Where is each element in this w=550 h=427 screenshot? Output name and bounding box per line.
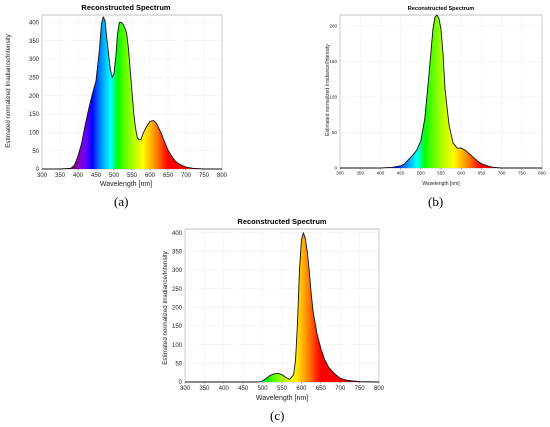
y-tick-label: 300: [29, 57, 40, 63]
chart-c-xticks: 300 350 400 450 500 550 600 650 700 750 800: [180, 382, 385, 392]
y-tick-label: 0: [36, 167, 40, 173]
x-tick-label: 550: [127, 173, 138, 179]
y-tick-label: 0: [334, 166, 337, 171]
x-tick-label: 650: [478, 171, 486, 176]
x-tick-label: 450: [397, 171, 405, 176]
y-tick-label: 50: [332, 130, 338, 135]
x-tick-label: 350: [199, 386, 210, 392]
panel-label-c: (c): [270, 408, 285, 423]
x-tick-label: 450: [238, 386, 249, 392]
chart-b-title: Reconstructed Spectrum: [408, 6, 475, 12]
chart-a-ylabel: Estimated normalized Irradiance/Intensit…: [5, 33, 12, 147]
y-tick-label: 200: [329, 23, 337, 28]
x-tick-label: 500: [417, 171, 425, 176]
spectrum-line: [340, 14, 542, 169]
x-tick-label: 650: [316, 386, 327, 392]
chart-panel-c: Reconstructed Spectrum 300 350 400 450 500 55…: [162, 217, 385, 402]
y-tick-label: 250: [172, 287, 183, 293]
panel-label-a: (a): [114, 194, 129, 209]
y-tick-label: 350: [29, 39, 40, 45]
chart-b-yticks: 0 50 100 150 200: [329, 23, 337, 170]
y-tick-label: 250: [29, 75, 40, 81]
x-tick-label: 350: [356, 171, 364, 176]
x-tick-label: 600: [296, 386, 307, 392]
chart-a-area: [42, 16, 222, 170]
y-tick-label: 400: [172, 231, 183, 237]
x-tick-label: 300: [37, 173, 48, 179]
chart-a-yticks: 0 50 100 150 200 250 300 350 400: [29, 20, 40, 173]
chart-a-title: Reconstructed Spectrum: [81, 3, 171, 12]
spectrum-line: [185, 232, 380, 383]
y-tick-label: 100: [172, 343, 183, 349]
x-tick-label: 500: [109, 173, 120, 179]
y-tick-label: 200: [172, 305, 183, 311]
x-tick-label: 700: [498, 171, 506, 176]
chart-c-title: Reconstructed Spectrum: [237, 217, 327, 226]
x-tick-label: 350: [55, 173, 66, 179]
x-tick-label: 550: [277, 386, 288, 392]
panel-label-b: (b): [428, 194, 444, 209]
chart-c-area: [185, 232, 380, 383]
chart-c-ylabel: Estimated normalized Irradiance/Intensit…: [162, 250, 169, 364]
y-tick-label: 150: [329, 59, 337, 64]
y-tick-label: 150: [172, 324, 183, 330]
x-tick-label: 500: [258, 386, 269, 392]
chart-c-yticks: 0 50 100 150 200 250 300 350 400: [172, 231, 183, 386]
x-tick-label: 750: [199, 173, 210, 179]
y-tick-label: 300: [172, 268, 183, 274]
x-tick-label: 400: [73, 173, 84, 179]
chart-c-grid: [184, 228, 380, 383]
y-tick-label: 400: [29, 20, 40, 26]
x-tick-label: 600: [145, 173, 156, 179]
x-tick-label: 550: [437, 171, 445, 176]
x-tick-label: 800: [374, 386, 385, 392]
x-tick-label: 650: [163, 173, 174, 179]
x-tick-label: 400: [377, 171, 385, 176]
x-tick-label: 750: [355, 386, 366, 392]
y-tick-label: 0: [179, 380, 183, 386]
x-tick-label: 800: [538, 171, 546, 176]
x-tick-label: 700: [335, 386, 346, 392]
y-tick-label: 50: [175, 361, 182, 367]
chart-a-xticks: 300 350 400 450 500 550 600 650 700 750 800: [37, 169, 228, 179]
y-tick-label: 100: [29, 130, 40, 136]
spectrum-line: [42, 16, 222, 170]
x-tick-label: 450: [91, 173, 102, 179]
chart-panel-a: Reconstructed Spectrum 300 350 400 450 500 55…: [5, 3, 228, 188]
y-tick-label: 150: [29, 112, 40, 118]
x-tick-label: 300: [180, 386, 191, 392]
x-tick-label: 800: [217, 173, 228, 179]
chart-b-xticks: 300 350 400 450 500 550 600 650 700 750 800: [336, 168, 546, 176]
chart-b-area: [340, 14, 542, 169]
chart-a-xlabel: Wavelength [nm]: [100, 181, 152, 188]
spectrum-area: [340, 15, 542, 168]
x-tick-label: 600: [457, 171, 465, 176]
y-tick-label: 200: [29, 94, 40, 100]
x-tick-label: 400: [219, 386, 230, 392]
y-tick-label: 350: [172, 249, 183, 255]
x-tick-label: 750: [518, 171, 526, 176]
y-tick-label: 50: [32, 149, 39, 155]
chart-b-ylabel: Estimated normalized Irradiance/Intensit…: [325, 44, 331, 136]
chart-c-xlabel: Wavelength [nm]: [256, 395, 308, 402]
y-tick-label: 100: [329, 94, 337, 99]
chart-b-xlabel: Wavelength [nm]: [422, 181, 460, 187]
chart-panel-b: Reconstructed Spectrum 300 350 400 450 500 55…: [325, 6, 546, 187]
x-tick-label: 300: [336, 171, 344, 176]
x-tick-label: 700: [181, 173, 192, 179]
